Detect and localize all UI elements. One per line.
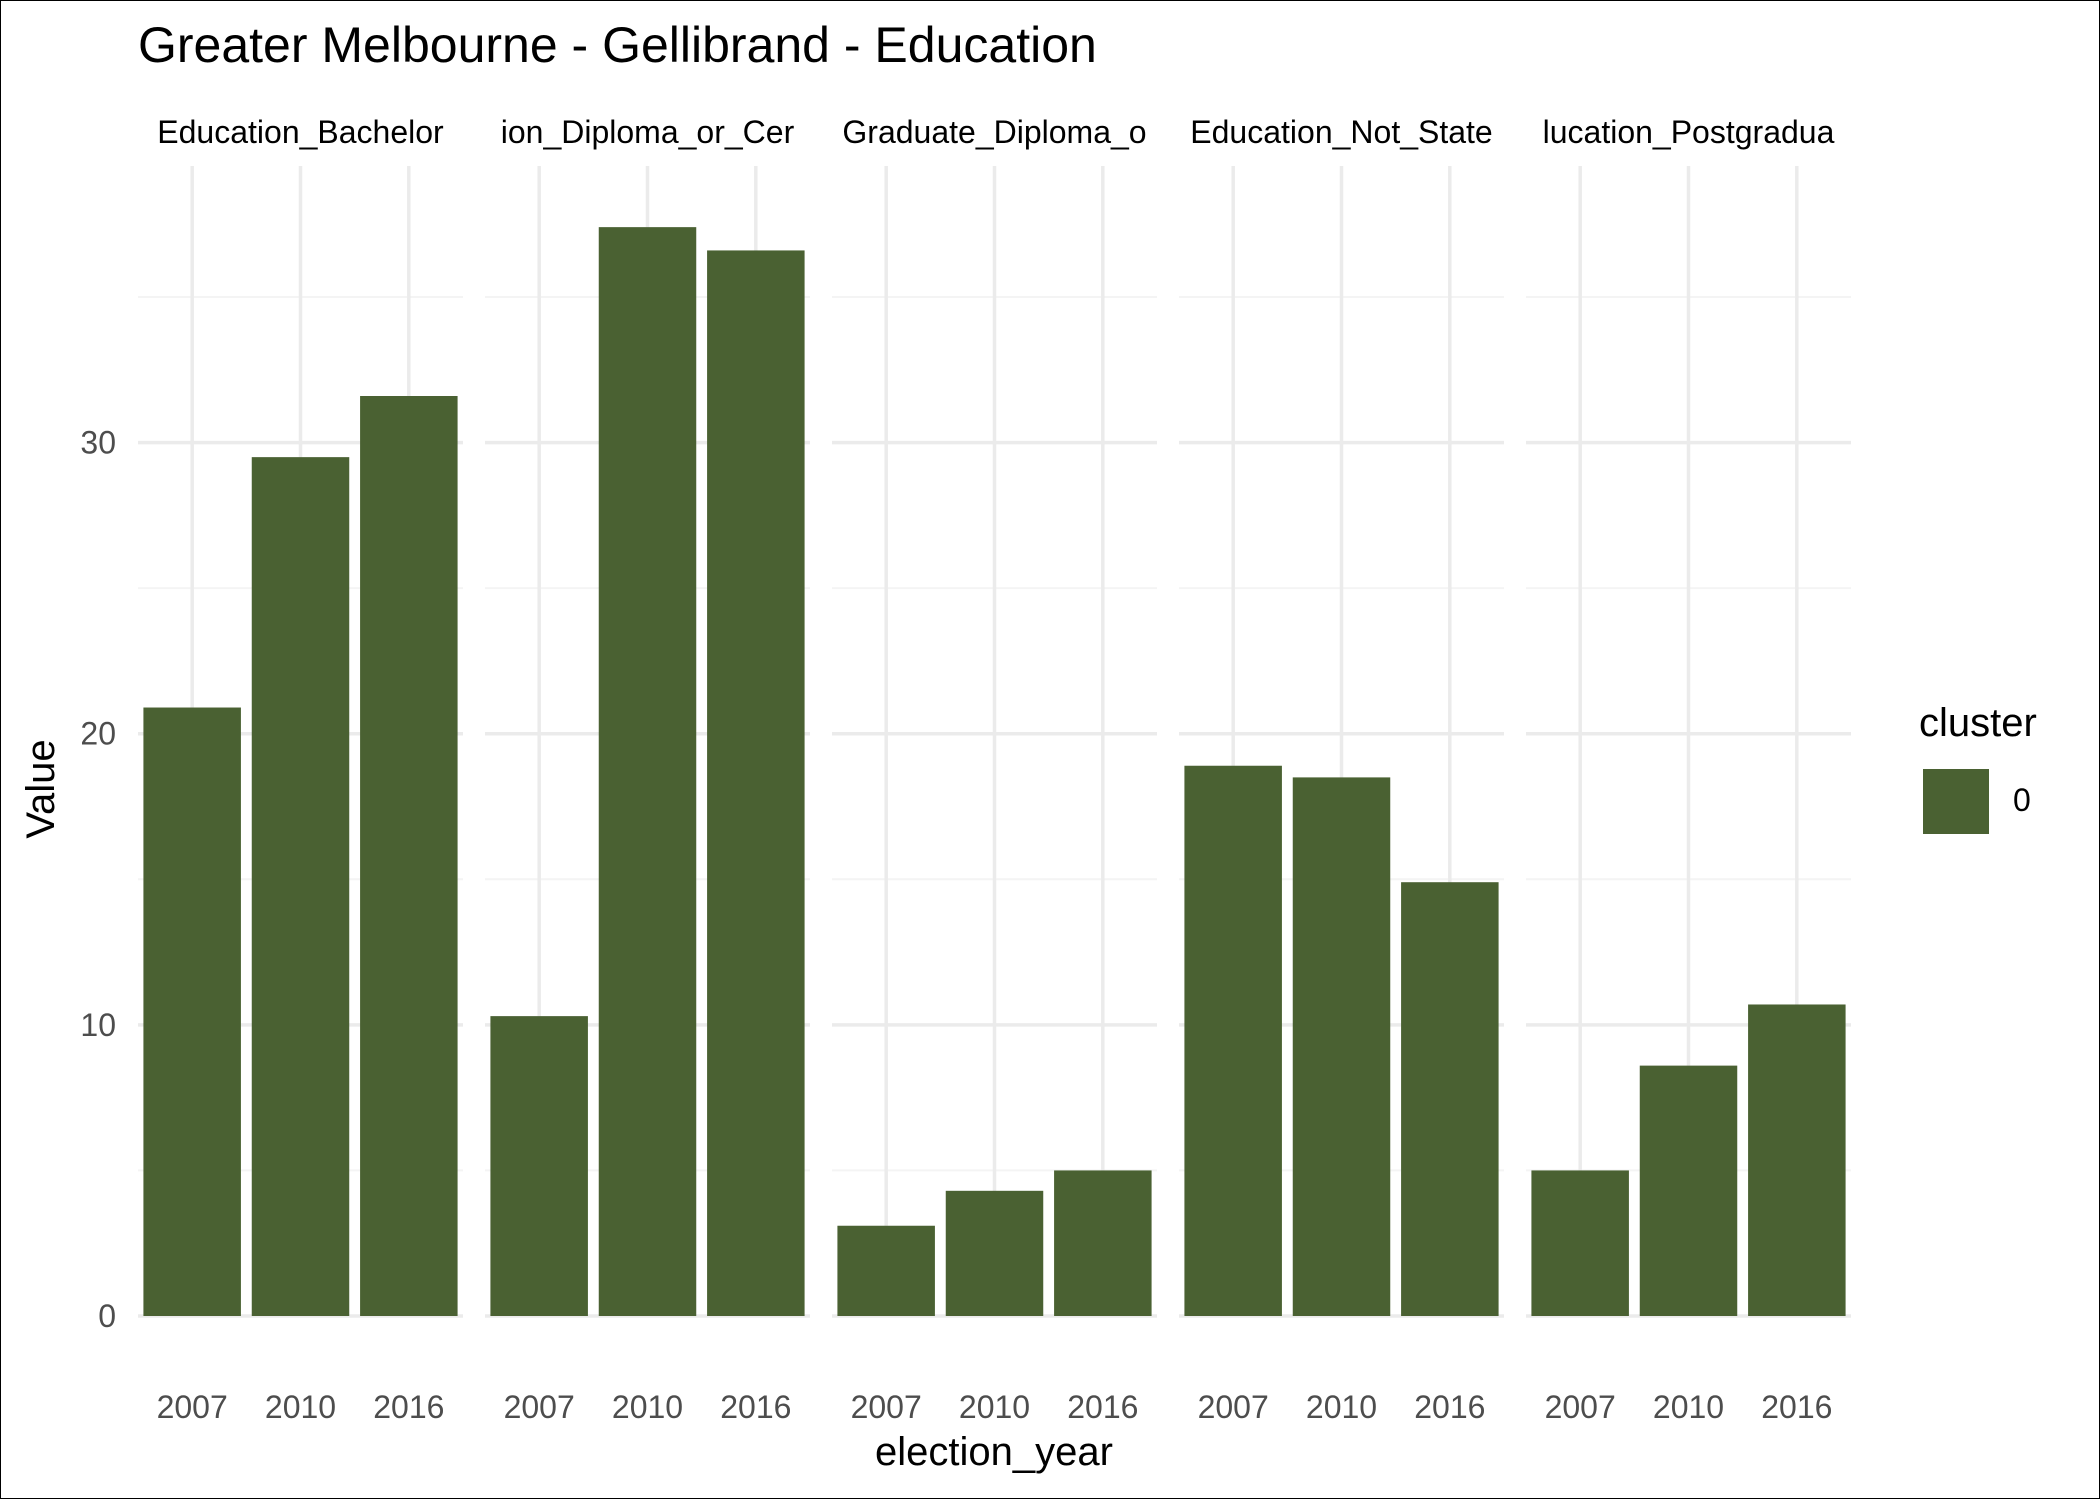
bar xyxy=(360,396,458,1316)
x-tick-label: 2010 xyxy=(1653,1389,1724,1425)
x-tick-label: 2007 xyxy=(1198,1389,1269,1425)
x-tick-label: 2010 xyxy=(265,1389,336,1425)
facet-strip-label: ion_Diploma_or_Cer xyxy=(501,114,795,150)
facet-panel: Graduate_Diploma_o 2007 2010 2016 xyxy=(832,114,1157,1425)
legend-title: cluster xyxy=(1919,701,2037,745)
bar xyxy=(143,707,241,1316)
bar xyxy=(1184,765,1282,1316)
facet-panel: Education_Bachelor 2007 2010 2016 xyxy=(138,114,463,1425)
y-tick-label: 10 xyxy=(80,1007,116,1043)
bar xyxy=(1401,882,1499,1316)
y-tick-label: 30 xyxy=(80,425,116,461)
x-tick-label: 2007 xyxy=(504,1389,575,1425)
x-tick-label: 2007 xyxy=(851,1389,922,1425)
x-tick-label: 2016 xyxy=(1067,1389,1138,1425)
x-tick-label: 2007 xyxy=(1545,1389,1616,1425)
legend: cluster 0 xyxy=(1919,701,2037,834)
x-axis-label: election_year xyxy=(875,1430,1113,1474)
x-tick-label: 2016 xyxy=(1414,1389,1485,1425)
x-tick-label: 2010 xyxy=(959,1389,1030,1425)
facet-strip-label: Graduate_Diploma_o xyxy=(842,114,1146,150)
y-tick-label: 20 xyxy=(80,716,116,752)
bar xyxy=(598,227,697,1316)
bar xyxy=(1748,1004,1846,1316)
bar xyxy=(490,1016,588,1316)
bar xyxy=(1054,1170,1152,1316)
bar xyxy=(1639,1065,1738,1316)
bar xyxy=(1531,1170,1629,1316)
x-tick-label: 2010 xyxy=(1306,1389,1377,1425)
legend-key xyxy=(1923,769,1989,834)
bar xyxy=(1292,777,1391,1316)
x-tick-label: 2016 xyxy=(1761,1389,1832,1425)
bar xyxy=(945,1190,1044,1316)
legend-entry-label: 0 xyxy=(2013,782,2031,818)
chart-title: Greater Melbourne - Gellibrand - Educati… xyxy=(138,17,1097,73)
bar xyxy=(251,457,350,1316)
facet-strip-label: lucation_Postgradua xyxy=(1543,114,1835,150)
y-axis-label: Value xyxy=(19,739,63,838)
x-tick-label: 2016 xyxy=(373,1389,444,1425)
facet-strip-label: Education_Not_State xyxy=(1190,114,1492,150)
y-axis-ticks: 0 10 20 30 xyxy=(80,425,116,1334)
bar xyxy=(837,1225,935,1316)
y-tick-label: 0 xyxy=(98,1298,116,1334)
x-tick-label: 2007 xyxy=(157,1389,228,1425)
facet-panel: lucation_Postgradua 2007 2010 2016 xyxy=(1526,114,1851,1425)
facet-panel: ion_Diploma_or_Cer 2007 2010 2016 xyxy=(485,114,810,1425)
facet-strip-label: Education_Bachelor xyxy=(157,114,444,150)
facet-panel: Education_Not_State 2007 2010 2016 xyxy=(1179,114,1504,1425)
x-tick-label: 2010 xyxy=(612,1389,683,1425)
x-tick-label: 2016 xyxy=(720,1389,791,1425)
bar xyxy=(707,250,805,1316)
